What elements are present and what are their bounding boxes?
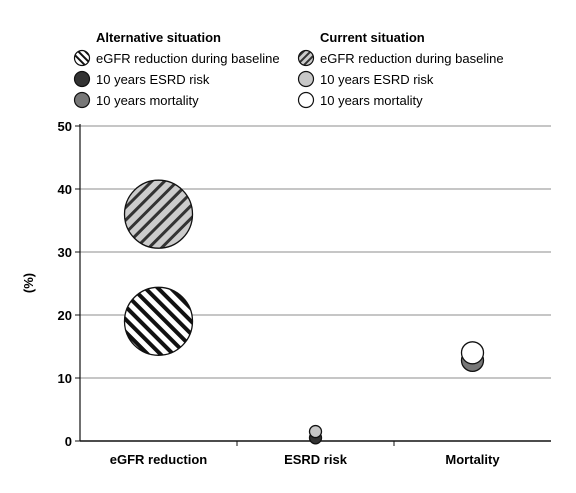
y-tick-label: 40 [58, 182, 72, 197]
legend-swatch-10-years-mortality [73, 91, 91, 109]
data-points [123, 179, 485, 445]
legend-swatch-egfr-reduction-during-baseline [297, 49, 315, 67]
axes: 0 10 20 30 40 50 eGFR reduction ESRD risk Mortal… [58, 119, 551, 467]
y-tick-label: 30 [58, 245, 72, 260]
legend-swatch-egfr-reduction-during-baseline [73, 49, 91, 67]
y-tick-label: 50 [58, 119, 72, 134]
point-current-10-years-esrd-risk [308, 424, 323, 439]
y-tick-label: 20 [58, 308, 72, 323]
y-tick-label: 10 [58, 371, 72, 386]
y-axis-label: (%) [21, 273, 36, 293]
legend-title-current-situation: Current situation [320, 30, 425, 45]
legend-swatch-10-years-esrd-risk [73, 70, 91, 88]
legend-title-alternative-situation: Alternative situation [96, 30, 221, 45]
legend-swatch-10-years-mortality [297, 91, 315, 109]
point-current-egfr-reduction-during-baseline [123, 179, 194, 249]
legend-item-label: 10 years mortality [320, 93, 423, 108]
legend-swatch-10-years-esrd-risk [297, 70, 315, 88]
legend: Alternative situation eGFR reduction duri… [73, 30, 504, 109]
point-current-10-years-mortality [460, 341, 485, 365]
legend-item-label: eGFR reduction during baseline [96, 51, 280, 66]
x-category-label-egfr-reduction: eGFR reduction [110, 452, 208, 467]
legend-item-label: 10 years mortality [96, 93, 199, 108]
x-category-label-mortality: Mortality [445, 452, 500, 467]
legend-item-label: eGFR reduction during baseline [320, 51, 504, 66]
legend-item-label: 10 years ESRD risk [320, 72, 434, 87]
y-tick-label: 0 [65, 434, 72, 449]
point-alternative-egfr-reduction-during-baseline [123, 286, 194, 356]
legend-item-label: 10 years ESRD risk [96, 72, 210, 87]
x-category-label-esrd-risk: ESRD risk [284, 452, 348, 467]
